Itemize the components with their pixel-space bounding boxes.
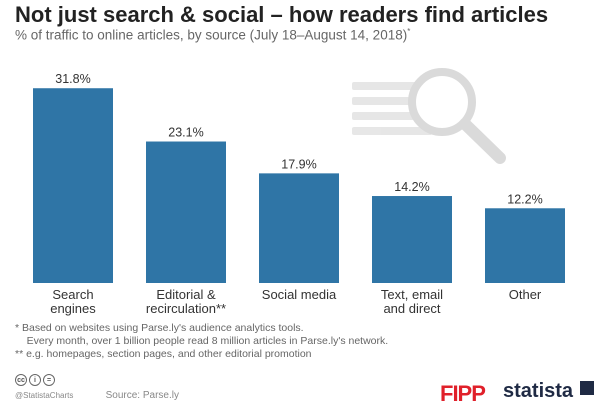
nd-icon: =: [43, 374, 55, 386]
by-icon: i: [29, 374, 41, 386]
magnifier-illustration: [352, 68, 506, 164]
footnote-1: * Based on websites using Parse.ly's aud…: [15, 322, 304, 334]
data-label-1: 23.1%: [168, 126, 203, 140]
twitter-handle: @StatistaCharts: [15, 391, 74, 400]
bar-1: [146, 141, 226, 283]
category-label-4: Other: [509, 287, 542, 302]
statista-logo-mark: [580, 381, 594, 395]
chart-subtitle: % of traffic to online articles, by sour…: [15, 27, 411, 43]
statista-logo: statista: [503, 380, 574, 402]
data-label-4: 12.2%: [507, 192, 542, 206]
bar-0: [33, 88, 113, 283]
footnote-3: ** e.g. homepages, section pages, and ot…: [15, 348, 312, 360]
bar-2: [259, 173, 339, 283]
bar-4: [485, 208, 565, 283]
category-label-0: Search engines: [50, 287, 96, 316]
license-icons: cc i =: [15, 374, 55, 386]
data-label-0: 31.8%: [55, 72, 90, 86]
fipp-logo: FIPP: [440, 381, 486, 406]
bars-group: 31.8% Search engines 23.1% Editorial & recirc…: [33, 72, 565, 316]
source-label: Source: Parse.ly: [105, 390, 179, 401]
footnote-2: Every month, over 1 billion people read …: [15, 335, 389, 347]
footnotes: * Based on websites using Parse.ly's aud…: [15, 322, 575, 361]
chart-title: Not just search & social – how readers f…: [15, 2, 549, 27]
bar-3: [372, 196, 452, 283]
category-label-1: Editorial & recirculation**: [146, 287, 226, 316]
data-label-2: 17.9%: [281, 157, 316, 171]
footer: @StatistaCharts Source: Parse.ly: [15, 390, 179, 401]
cc-icon: cc: [15, 374, 27, 386]
category-label-3: Text, email and direct: [381, 287, 443, 316]
data-label-3: 14.2%: [394, 180, 429, 194]
category-label-2: Social media: [262, 287, 337, 302]
